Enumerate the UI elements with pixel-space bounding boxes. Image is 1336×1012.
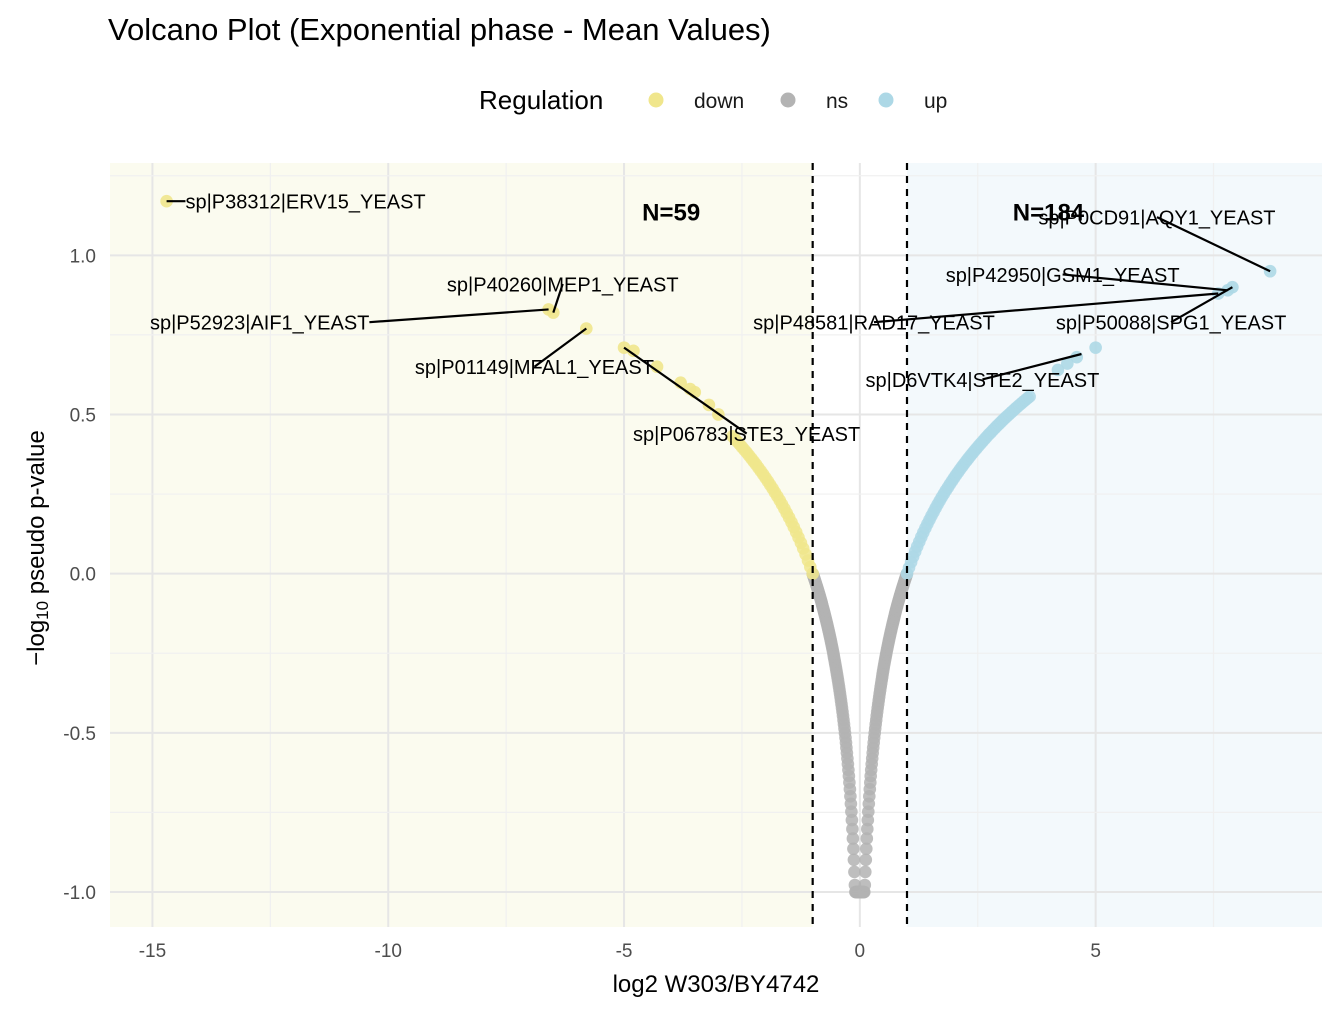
legend-key-up [878, 92, 894, 108]
legend-title: Regulation [479, 85, 603, 115]
y-axis-title: −log10 pseudo p-value [23, 430, 52, 666]
legend-key-ns [780, 92, 796, 108]
ns-point [859, 865, 872, 879]
annotation-leader [552, 283, 564, 313]
annotation-leader [1062, 273, 1228, 292]
count-labels: N=59 N=184 [642, 199, 1085, 226]
annotation-label: sp|P40260|MEP1_YEAST [447, 274, 679, 296]
up-points [900, 264, 1277, 580]
ns-point [860, 842, 873, 856]
point-annotations: sp|P38312|ERV15_YEAST sp|P40260|MEP1_YEAS… [150, 192, 1286, 446]
count-label: N=59 [642, 199, 700, 226]
up-point [1089, 341, 1102, 354]
annotation-label: sp|P52923|AIF1_YEAST [150, 313, 369, 335]
x-tick-label: -10 [375, 941, 402, 962]
annotation-label: sp|P06783|STE3_YEAST [633, 424, 860, 446]
down-point [806, 567, 819, 580]
annotation-leader [623, 346, 748, 435]
legend-label-ns: ns [826, 90, 848, 113]
x-axis-title: log2 W303/BY4742 [613, 971, 820, 998]
y-axis-title-sub: 10 [33, 601, 52, 620]
legend: Regulation down ns up [479, 85, 947, 115]
x-tick-label: 5 [1090, 941, 1101, 962]
annotation-leader [369, 308, 549, 324]
annotation-label: sp|P50088|SPG1_YEAST [1056, 313, 1287, 335]
legend-label-up: up [924, 90, 947, 113]
ns-point [848, 865, 861, 879]
y-axis-title-prefix: −log [23, 620, 50, 666]
plot-panel: N=59 N=184 sp|P38312|ERV15_YEAST sp|P40260… [110, 163, 1322, 927]
up-point [1061, 357, 1074, 370]
annotation-label: sp|P0CD91|AQY1_YEAST [1038, 208, 1275, 230]
annotation-leader [533, 327, 587, 368]
ns-point [846, 822, 859, 836]
ns-points [806, 567, 914, 899]
x-tick-label: 0 [855, 941, 866, 962]
annotation-leader [873, 292, 1219, 324]
up-point [1023, 390, 1036, 403]
y-axis-title-suffix: pseudo p-value [23, 430, 50, 601]
annotation-leader [1156, 216, 1271, 273]
annotation-label: sp|P48581|RAD17_YEAST [753, 313, 995, 335]
y-tick-label: 0.0 [70, 565, 96, 586]
y-tick-label: -0.5 [63, 724, 96, 745]
annotation-leader [1170, 286, 1233, 324]
y-tick-label: -1.0 [63, 883, 96, 904]
count-label: N=184 [1013, 199, 1085, 226]
y-tick-label: 1.0 [70, 246, 96, 267]
annotation-label: sp|P38312|ERV15_YEAST [185, 192, 425, 214]
legend-label-down: down [694, 90, 744, 113]
y-tick-label: 0.5 [70, 405, 96, 426]
up-region-shading [906, 163, 1322, 927]
annotation-label: sp|D6VTK4|STE2_YEAST [866, 370, 1100, 392]
x-tick-label: -15 [139, 941, 166, 962]
x-tick-label: -5 [616, 941, 633, 962]
y-axis-ticks: -1.0 -0.5 0.0 0.5 1.0 [63, 246, 96, 904]
annotation-label: sp|P42950|GSM1_YEAST [946, 265, 1180, 287]
ns-point [861, 822, 874, 836]
down-region-shading [110, 163, 813, 927]
ns-point [845, 813, 859, 827]
down-point [546, 306, 560, 319]
annotation-label: sp|P01149|MFAL1_YEAST [415, 357, 654, 379]
legend-key-down [648, 92, 664, 108]
ns-point [860, 832, 874, 845]
threshold-lines [811, 163, 909, 927]
ns-point [846, 832, 860, 845]
ns-point [858, 878, 872, 892]
ns-point [847, 853, 861, 867]
down-point [627, 344, 640, 358]
gridlines [110, 163, 1322, 927]
up-point [1051, 363, 1065, 377]
chart-title: Volcano Plot (Exponential phase - Mean V… [108, 12, 771, 47]
ns-point [859, 853, 873, 867]
ns-point [847, 842, 860, 856]
x-axis-ticks: -15 -10 -5 0 5 [139, 941, 1101, 962]
annotation-leader [982, 352, 1082, 381]
